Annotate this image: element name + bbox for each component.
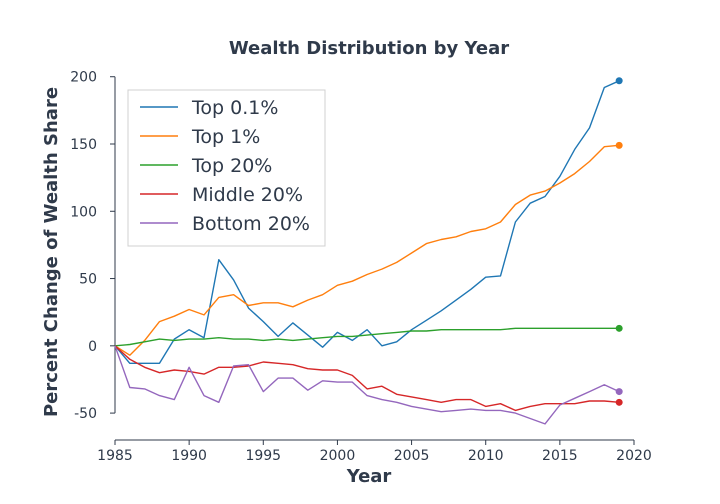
legend-item-top-20pct: Top 20% <box>140 155 272 177</box>
legend: Top 0.1% Top 1% Top 20% Middle 20% Bottom 20… <box>127 89 326 247</box>
legend-label-bottom-20pct: Bottom 20% <box>192 213 310 235</box>
series-end-marker-middle-20pct <box>615 398 623 406</box>
x-axis-label: Year <box>346 466 392 487</box>
series-end-marker-top-0-1pct <box>615 77 623 85</box>
x-tick-label: 2015 <box>542 448 578 464</box>
legend-item-middle-20pct: Middle 20% <box>140 184 303 206</box>
x-tick-label: 1985 <box>97 448 133 464</box>
series-top-0-1pct <box>114 77 623 364</box>
y-tick-label: 50 <box>79 272 97 288</box>
series-line-top-1pct <box>114 144 620 356</box>
y-tick-label: 200 <box>70 70 97 86</box>
series-bottom-20pct <box>114 345 623 425</box>
x-tick-label: 1990 <box>171 448 207 464</box>
legend-label-top-0-1pct: Top 0.1% <box>191 97 278 119</box>
y-tick-label: 0 <box>88 339 97 355</box>
series-line-top-0-1pct <box>114 80 620 364</box>
series-top-20pct <box>114 324 623 347</box>
chart-title: Wealth Distribution by Year <box>229 38 509 59</box>
y-tick-label: 100 <box>70 204 97 220</box>
series-middle-20pct <box>114 345 623 412</box>
legend-label-top-1pct: Top 1% <box>191 126 260 148</box>
y-axis-label: Percent Change of Wealth Share <box>41 87 62 417</box>
axes: 1985 1990 1995 2000 2005 2010 2015 2020 -50 0 50 10… <box>70 70 652 464</box>
series-end-marker-top-20pct <box>615 324 623 332</box>
series-end-marker-top-1pct <box>615 141 623 149</box>
y-tick-label: -50 <box>74 406 97 422</box>
legend-item-bottom-20pct: Bottom 20% <box>140 213 310 235</box>
series-line-top-20pct <box>114 327 620 347</box>
x-tick-label: 2000 <box>320 448 356 464</box>
series-end-marker-bottom-20pct <box>615 388 623 396</box>
legend-label-top-20pct: Top 20% <box>191 155 272 177</box>
legend-frame <box>127 89 326 247</box>
series-line-middle-20pct <box>114 345 620 412</box>
series-line-bottom-20pct <box>114 345 620 425</box>
series-top-1pct <box>114 141 623 356</box>
y-tick-label: 150 <box>70 137 97 153</box>
x-tick-label: 2020 <box>616 448 652 464</box>
x-tick-label: 2010 <box>468 448 504 464</box>
legend-label-middle-20pct: Middle 20% <box>192 184 303 206</box>
legend-item-top-0-1pct: Top 0.1% <box>140 97 278 119</box>
x-tick-label: 2005 <box>394 448 430 464</box>
series-layer <box>114 77 623 425</box>
legend-item-top-1pct: Top 1% <box>140 126 260 148</box>
x-tick-label: 1995 <box>245 448 281 464</box>
